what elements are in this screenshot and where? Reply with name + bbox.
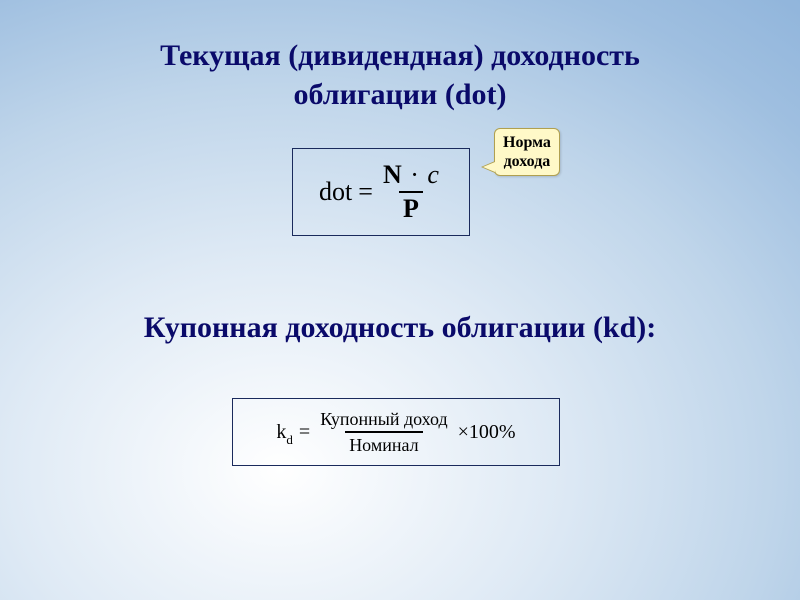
heading-current-yield: Текущая (дивидендная) доходность облигац… bbox=[0, 36, 800, 114]
callout-line2: дохода bbox=[504, 153, 551, 170]
num-dot: · bbox=[408, 160, 421, 189]
formula-dot-fraction: N · c P bbox=[379, 162, 443, 222]
formula-kd-tail: ×100% bbox=[458, 421, 516, 444]
equals-sign-2: = bbox=[299, 421, 310, 444]
formula-dot: dot = N · c P bbox=[319, 162, 443, 222]
formula-kd-denominator: Номинал bbox=[345, 431, 422, 454]
formula-dot-lhs: dot bbox=[319, 177, 352, 207]
heading1-line1: Текущая (дивидендная) доходность bbox=[160, 39, 640, 72]
heading2-text: Купонная доходность облигации (kd): bbox=[144, 311, 657, 344]
callout-line1: Норма bbox=[503, 134, 551, 151]
equals-sign: = bbox=[358, 177, 373, 207]
heading-coupon-yield: Купонная доходность облигации (kd): bbox=[0, 308, 800, 347]
formula-kd-lhs: k d bbox=[276, 421, 293, 444]
callout-norma-dohoda: Норма дохода bbox=[494, 128, 560, 176]
formula-kd-numerator: Купонный доход bbox=[316, 410, 451, 431]
kd-k: k bbox=[276, 421, 286, 444]
formula-kd-box: k d = Купонный доход Номинал ×100% bbox=[232, 398, 560, 466]
kd-sub: d bbox=[286, 432, 293, 448]
formula-dot-denominator: P bbox=[399, 191, 423, 222]
heading1-line2: облигации (dot) bbox=[293, 78, 506, 111]
formula-dot-numerator: N · c bbox=[379, 162, 443, 191]
formula-dot-box: dot = N · c P bbox=[292, 148, 470, 236]
num-c: c bbox=[427, 160, 439, 189]
num-N: N bbox=[383, 160, 402, 189]
formula-kd: k d = Купонный доход Номинал ×100% bbox=[276, 410, 515, 454]
formula-kd-fraction: Купонный доход Номинал bbox=[316, 410, 451, 454]
